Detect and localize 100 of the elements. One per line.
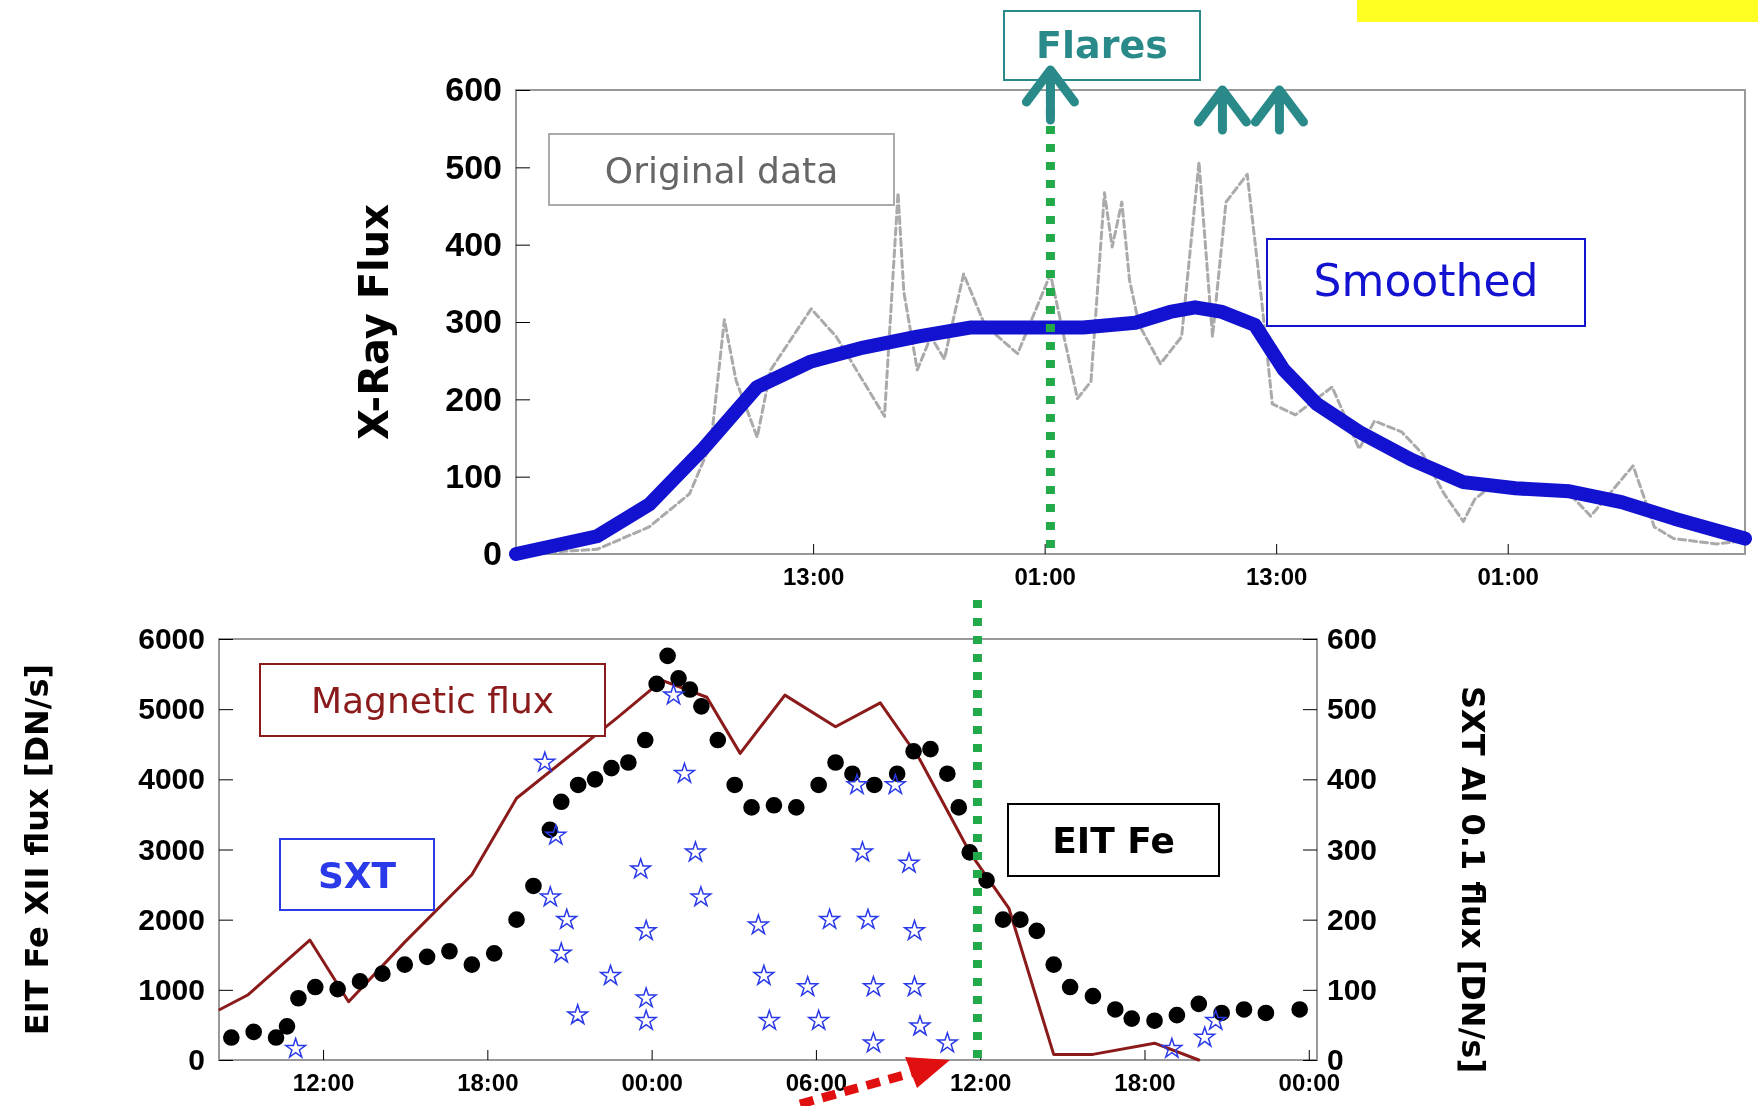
- y2-tick-label: 400: [1327, 762, 1378, 796]
- point: [857, 908, 879, 929]
- point: [1061, 978, 1079, 996]
- point: [743, 799, 760, 816]
- series-label: Magnetic flux: [310, 680, 555, 721]
- y2-axis-title: SXT Al 0.1 flux [DN/s]: [1454, 686, 1492, 1073]
- y-tick-label: 200: [445, 379, 502, 418]
- x-tick-label: 18:00: [1114, 1069, 1176, 1097]
- point: [1194, 1026, 1216, 1047]
- y-tick-label: 300: [445, 302, 502, 341]
- x-tick-label: 00:00: [621, 1069, 683, 1097]
- point: [797, 975, 819, 997]
- point: [1084, 987, 1102, 1005]
- series-label: EIT Fe: [1052, 820, 1175, 861]
- point: [903, 975, 926, 997]
- point: [922, 740, 939, 758]
- point: [994, 911, 1012, 928]
- point: [329, 980, 346, 998]
- point: [862, 1032, 884, 1053]
- point: [726, 776, 743, 794]
- point: [884, 773, 906, 795]
- y-tick-label: 400: [445, 225, 502, 264]
- y2-tick-label: 300: [1327, 832, 1378, 866]
- point: [1028, 922, 1046, 940]
- point: [552, 793, 570, 811]
- series-label: Smoothed: [1313, 254, 1539, 306]
- point: [846, 773, 868, 795]
- point: [396, 956, 414, 973]
- x-tick-label: 01:00: [1014, 563, 1076, 591]
- y-tick-label: 500: [445, 147, 502, 186]
- y-tick-label: 6000: [138, 622, 205, 656]
- point: [693, 698, 710, 715]
- point: [223, 1029, 240, 1046]
- point: [599, 964, 622, 985]
- point: [898, 852, 920, 873]
- point: [620, 754, 637, 771]
- point: [851, 841, 874, 862]
- point: [485, 945, 503, 962]
- point: [556, 908, 578, 929]
- point: [351, 973, 369, 990]
- point: [290, 989, 307, 1007]
- y-tick-label: 0: [188, 1043, 205, 1077]
- point: [508, 911, 525, 928]
- point: [1146, 1012, 1163, 1030]
- point: [525, 877, 542, 895]
- point: [709, 731, 727, 749]
- point: [827, 754, 844, 771]
- point: [278, 1018, 296, 1035]
- point: [569, 776, 587, 794]
- point: [758, 1009, 780, 1030]
- point: [1190, 995, 1208, 1013]
- point: [808, 1009, 830, 1030]
- point: [545, 824, 567, 845]
- point: [1205, 1009, 1227, 1030]
- x-tick-label: 12:00: [950, 1069, 1012, 1097]
- point: [245, 1023, 262, 1041]
- point: [648, 675, 665, 693]
- y2-tick-label: 500: [1327, 692, 1378, 726]
- y-tick-label: 2000: [138, 902, 205, 936]
- point: [630, 858, 652, 879]
- x-tick-label: 18:00: [457, 1069, 519, 1097]
- point: [659, 647, 676, 665]
- y-tick-label: 1000: [138, 972, 205, 1006]
- point: [550, 942, 572, 963]
- y2-tick-label: 200: [1327, 902, 1378, 936]
- point: [1106, 1001, 1124, 1018]
- point: [635, 1009, 657, 1030]
- point: [1161, 1037, 1183, 1058]
- point: [810, 776, 827, 794]
- y-tick-label: 100: [445, 457, 502, 496]
- x-tick-label: 12:00: [292, 1069, 355, 1097]
- point: [567, 1004, 589, 1025]
- point: [1235, 1001, 1253, 1018]
- y-axis-title: X-Ray Flux: [351, 203, 397, 441]
- x-tick-label: 06:00: [785, 1069, 848, 1097]
- point: [690, 886, 712, 907]
- point: [819, 908, 841, 929]
- y-axis-title: EIT Fe XII flux [DN/s]: [18, 663, 56, 1036]
- y-tick-label: 3000: [138, 832, 205, 866]
- x-tick-label: 13:00: [1245, 563, 1308, 591]
- point: [681, 681, 699, 698]
- y-tick-label: 5000: [138, 692, 205, 726]
- point: [753, 964, 775, 985]
- point: [1291, 1001, 1308, 1018]
- text: SXT: [317, 854, 397, 896]
- point: [866, 776, 883, 794]
- x-tick-label: 13:00: [782, 563, 845, 591]
- point: [306, 978, 324, 996]
- point: [635, 987, 657, 1008]
- series-label: Original data: [604, 149, 839, 191]
- point: [950, 799, 968, 816]
- point: [662, 684, 685, 705]
- point: [285, 1037, 307, 1058]
- point: [586, 771, 604, 788]
- point: [939, 765, 956, 783]
- point: [1045, 956, 1062, 973]
- y-tick-label: 600: [445, 70, 502, 109]
- point: [905, 742, 922, 760]
- point: [673, 762, 696, 783]
- point: [539, 886, 561, 907]
